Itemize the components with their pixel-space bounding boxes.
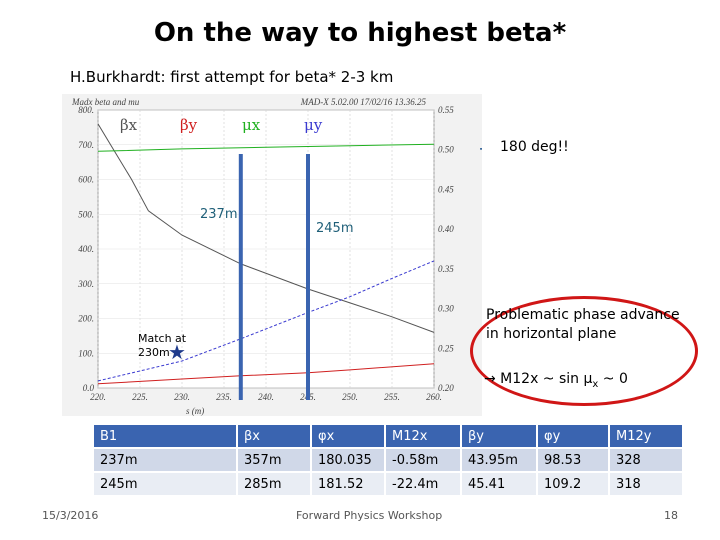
beta-mu-plot: Madx beta and mu MAD-X 5.02.00 17/02/16 1…	[62, 94, 482, 416]
table-header-row: B1 βx φx M12x βy φy M12y	[94, 425, 682, 447]
match-note-line2: 230m	[138, 346, 170, 359]
table-cell: 237m	[94, 449, 236, 471]
y-left-tick-label: 100.	[78, 348, 94, 358]
x-tick-label: 220.	[90, 392, 106, 402]
y-right-tick-label: 0.45	[438, 184, 454, 194]
y-left-tick-label: 800.	[78, 105, 94, 115]
m12-note-suffix: ~ 0	[598, 371, 628, 387]
table-header-cell: φy	[538, 425, 608, 447]
problem-note: Problematic phase advance in horizontal …	[486, 306, 680, 344]
table-header-cell: βy	[462, 425, 536, 447]
series-line	[97, 363, 435, 385]
series-line	[97, 123, 435, 333]
table-cell: -0.58m	[386, 449, 460, 471]
footer-center: Forward Physics Workshop	[296, 509, 443, 522]
legend-entry: βx	[120, 116, 138, 134]
problem-note-line1: Problematic phase advance	[486, 307, 680, 323]
table-row: 245m 285m 181.52 -22.4m 45.41 109.2 318	[94, 473, 682, 495]
table-header-cell: βx	[238, 425, 310, 447]
y-right-tick-label: 0.40	[438, 224, 454, 234]
highlight-oval	[470, 296, 698, 406]
chart-svg: Madx beta and mu MAD-X 5.02.00 17/02/16 1…	[71, 97, 482, 416]
m12-note: → M12x ~ sin μx ~ 0	[484, 371, 628, 390]
table-header-cell: B1	[94, 425, 236, 447]
y-left-tick-label: 200.	[78, 314, 94, 324]
y-right-tick-label: 0.20	[438, 383, 454, 393]
legend-entry: μx	[242, 116, 261, 134]
match-note: Match at 230m	[138, 332, 186, 360]
x-tick-label: 240.	[258, 392, 274, 402]
y-right-tick-label: 0.30	[438, 304, 454, 314]
legend-entry: βy	[180, 116, 198, 134]
y-right-tick-label: 0.25	[438, 343, 454, 353]
chart-header-right: MAD-X 5.02.00 17/02/16 13.36.25	[300, 97, 427, 107]
m12-note-prefix: → M12x ~ sin	[484, 371, 584, 387]
table-cell: 285m	[238, 473, 310, 495]
slide-subtitle: H.Burkhardt: first attempt for beta* 2-3…	[70, 68, 394, 86]
table-row: 237m 357m 180.035 -0.58m 43.95m 98.53 32…	[94, 449, 682, 471]
y-right-tick-label: 0.35	[438, 264, 454, 274]
optics-table: B1 βx φx M12x βy φy M12y 237m 357m 180.0…	[92, 423, 684, 497]
note-180-deg: 180 deg!!	[500, 139, 569, 155]
table-cell: 357m	[238, 449, 310, 471]
annotation-arrowhead	[480, 148, 482, 150]
legend-entry: μy	[304, 116, 323, 134]
x-tick-label: 225.	[132, 392, 148, 402]
table-cell: 109.2	[538, 473, 608, 495]
x-axis-label: s (m)	[186, 406, 204, 416]
table-cell: 318	[610, 473, 682, 495]
slide-title: On the way to highest beta*	[153, 18, 567, 48]
x-tick-label: 230.	[174, 392, 190, 402]
match-note-line1: Match at	[138, 332, 187, 345]
y-left-tick-label: 300.	[77, 279, 94, 289]
m12-note-mu: μ	[583, 371, 593, 387]
problem-note-line2: in horizontal plane	[486, 326, 617, 342]
table-cell: 43.95m	[462, 449, 536, 471]
y-left-tick-label: 600.	[78, 175, 94, 185]
marker-label-245: 245m	[316, 221, 354, 236]
table-header-cell: M12x	[386, 425, 460, 447]
y-left-tick-label: 500.	[78, 209, 94, 219]
m12-note-sub: x	[592, 378, 599, 390]
table-cell: 245m	[94, 473, 236, 495]
table-cell: 328	[610, 449, 682, 471]
y-left-tick-label: 400.	[78, 244, 94, 254]
table-cell: -22.4m	[386, 473, 460, 495]
chart-title: Madx beta and mu	[71, 97, 140, 107]
table-cell: 45.41	[462, 473, 536, 495]
y-left-tick-label: 700.	[78, 140, 94, 150]
y-right-tick-label: 0.55	[438, 105, 454, 115]
footer-date: 15/3/2016	[42, 509, 99, 522]
x-tick-label: 260.	[426, 392, 442, 402]
x-tick-label: 250.	[342, 392, 358, 402]
y-left-tick-label: 0.0	[83, 383, 95, 393]
table-header-cell: M12y	[610, 425, 682, 447]
footer-page-number: 18	[664, 509, 678, 522]
table-header-cell: φx	[312, 425, 384, 447]
table-cell: 98.53	[538, 449, 608, 471]
series-line	[97, 143, 435, 152]
table-cell: 180.035	[312, 449, 384, 471]
table-cell: 181.52	[312, 473, 384, 495]
x-tick-label: 255.	[384, 392, 400, 402]
y-right-tick-label: 0.50	[438, 145, 454, 155]
marker-label-237: 237m	[200, 207, 238, 222]
star-icon: ★	[168, 340, 186, 364]
x-tick-label: 235.	[216, 392, 232, 402]
